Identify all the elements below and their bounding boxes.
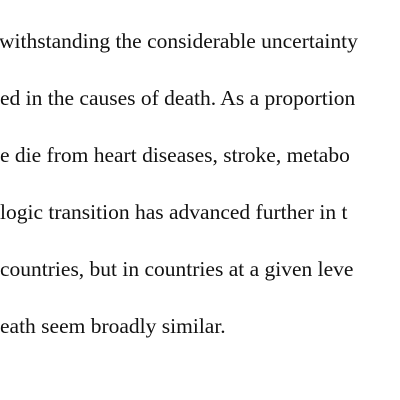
text-line-3: e die from heart diseases, stroke, metab… — [0, 143, 350, 167]
text-line-2: ed in the causes of death. As a proporti… — [0, 86, 356, 110]
text-line-4: logic transition has advanced further in… — [0, 200, 348, 224]
text-line-5: countries, but in countries at a given l… — [0, 257, 354, 281]
text-line-1: withstanding the considerable uncertaint… — [0, 29, 358, 53]
text-line-6: eath seem broadly similar. — [0, 314, 226, 338]
